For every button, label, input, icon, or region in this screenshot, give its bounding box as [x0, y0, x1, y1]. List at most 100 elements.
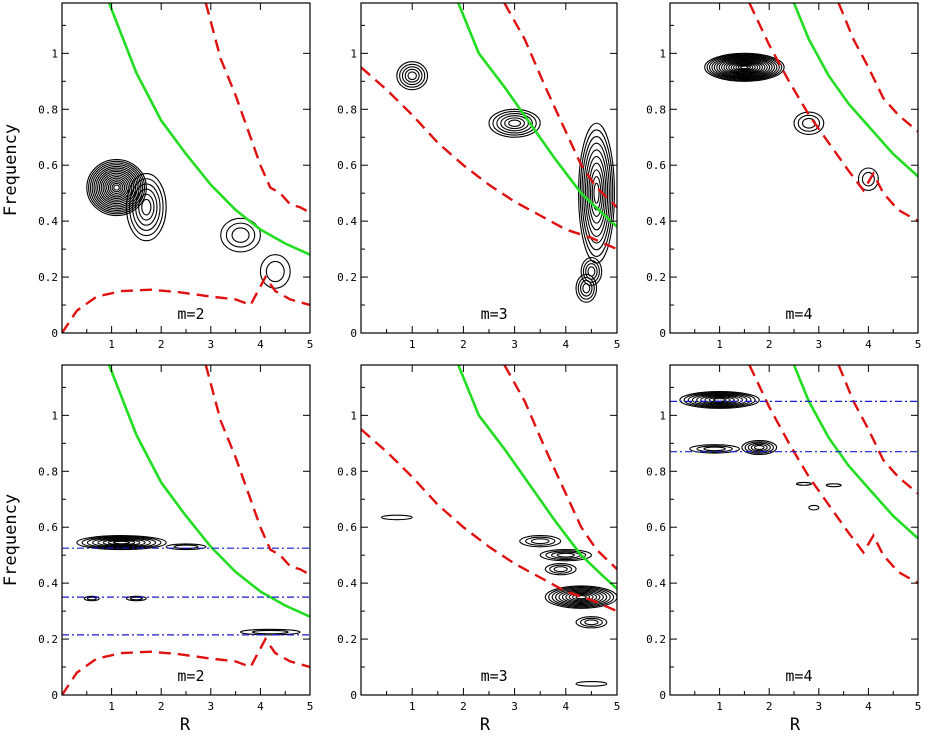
y-tick-label: 0.4	[646, 215, 666, 228]
y-tick-label: 0	[350, 689, 357, 702]
x-tick-label: 4	[257, 338, 264, 351]
plot-area	[361, 3, 617, 303]
contour-0-2	[89, 162, 144, 213]
panel-5: 1 2 3 4 5 0 0.2 0.4 0.6 0.8 1 m=3	[337, 364, 620, 713]
contour-0-3	[404, 68, 420, 83]
contour-2-3	[583, 142, 610, 244]
inner-lindblad-curve	[361, 66, 617, 251]
contour-0-3	[555, 588, 608, 606]
contour-2-1	[744, 441, 775, 454]
x-tick-label: 2	[766, 700, 773, 713]
outer-lindblad-curve	[837, 365, 918, 495]
panel-6: 1 2 3 4 5 0 0.2 0.4 0.6 0.8 1 m=4	[646, 364, 921, 713]
x-tick-label: 3	[207, 700, 214, 713]
contour-0-7	[113, 540, 130, 545]
x-tick-label: 1	[716, 338, 723, 351]
contour-0-2	[708, 54, 780, 81]
contour-0-3	[691, 393, 748, 407]
contour-0-5	[95, 167, 138, 208]
contour-2-1	[549, 564, 573, 574]
x-axis-label-right: R	[790, 715, 801, 735]
contour-5-0	[380, 514, 413, 521]
contour-0-4	[97, 538, 146, 547]
contour-4-1	[577, 276, 595, 300]
contour-2-2	[581, 136, 612, 251]
y-tick-label: 0.4	[38, 215, 58, 228]
contour-1-1	[797, 114, 821, 132]
y-tick-label: 0.8	[646, 103, 666, 116]
corotation-curve	[457, 3, 617, 228]
contour-0-14	[737, 64, 751, 70]
x-tick-label: 5	[915, 338, 922, 351]
contour-2-0	[544, 563, 577, 576]
x-tick-label: 1	[716, 700, 723, 713]
plot-frame	[669, 364, 919, 696]
contour-1-5	[508, 119, 522, 128]
y-tick-label: 0.4	[646, 577, 666, 590]
x-tick-label: 5	[614, 338, 621, 351]
plot-frame	[61, 2, 311, 334]
plot-area	[704, 3, 918, 223]
y-tick-label: 0.6	[337, 159, 357, 172]
contour-2-5	[586, 155, 607, 231]
contour-0-5	[102, 539, 141, 547]
contour-1-4	[138, 193, 155, 221]
mode-label: m=2	[177, 667, 204, 685]
x-tick-label: 4	[865, 338, 872, 351]
contour-1-1	[492, 110, 537, 136]
x-tick-label: 2	[158, 700, 165, 713]
contour-1-1	[128, 178, 164, 237]
contour-1-1	[545, 550, 587, 561]
y-tick-label: 0.4	[337, 577, 357, 590]
y-tick-label: 0.2	[646, 633, 666, 646]
mode-label: m=3	[481, 305, 508, 323]
inner-lindblad-curve	[748, 365, 918, 585]
contour-3-1	[265, 260, 285, 283]
contour-0-14	[111, 182, 122, 193]
contour-4-1	[579, 617, 603, 627]
contour-0-0	[86, 159, 147, 217]
panels: 1 2 3 4 5 0 0.2 0.4 0.6 0.8 1 m=2 1 2 3 4 5 0 0.2 0.4 0.6 0.8…	[38, 2, 922, 713]
contour-0-3	[92, 537, 151, 548]
contour-0-1	[548, 586, 615, 608]
y-tick-label: 0.2	[38, 633, 58, 646]
y-tick-label: 0.4	[337, 215, 357, 228]
contour-0-15	[740, 65, 749, 70]
y-tick-label: 0	[350, 327, 357, 340]
contour-0-11	[730, 62, 759, 73]
contour-4-0	[240, 628, 301, 636]
contour-0-12	[107, 179, 126, 196]
contour-0-4	[696, 394, 744, 406]
y-tick-label: 0	[51, 327, 58, 340]
contour-0-11	[106, 177, 128, 198]
contour-1-0	[488, 108, 541, 138]
corotation-curve	[107, 3, 310, 256]
contour-0-1	[683, 391, 756, 409]
x-tick-label: 1	[409, 700, 416, 713]
contour-0-2	[551, 587, 611, 607]
y-tick-label: 0	[659, 327, 666, 340]
contour-2-2	[553, 566, 568, 573]
y-tick-label: 1	[51, 47, 58, 60]
contour-3-1	[129, 596, 143, 601]
outer-lindblad-curve	[837, 3, 918, 133]
outer-lindblad-curve	[204, 3, 310, 214]
mode-label: m=4	[785, 305, 812, 323]
x-tick-label: 2	[158, 338, 165, 351]
contour-3-1	[582, 260, 600, 283]
x-tick-label: 1	[108, 700, 115, 713]
contour-2-1	[861, 171, 875, 187]
y-tick-label: 1	[350, 409, 357, 422]
contour-0-0	[76, 535, 167, 551]
contour-3-2	[530, 538, 550, 545]
contour-0-12	[733, 62, 756, 72]
contour-4-2	[584, 619, 599, 626]
inner-lindblad-curve	[361, 428, 617, 613]
contour-0-15	[113, 184, 120, 191]
y-tick-label: 0.8	[38, 103, 58, 116]
contour-0-7	[568, 592, 594, 602]
contour-0-1	[706, 53, 783, 82]
contour-0-1	[88, 160, 146, 215]
contour-2-4	[753, 445, 765, 450]
